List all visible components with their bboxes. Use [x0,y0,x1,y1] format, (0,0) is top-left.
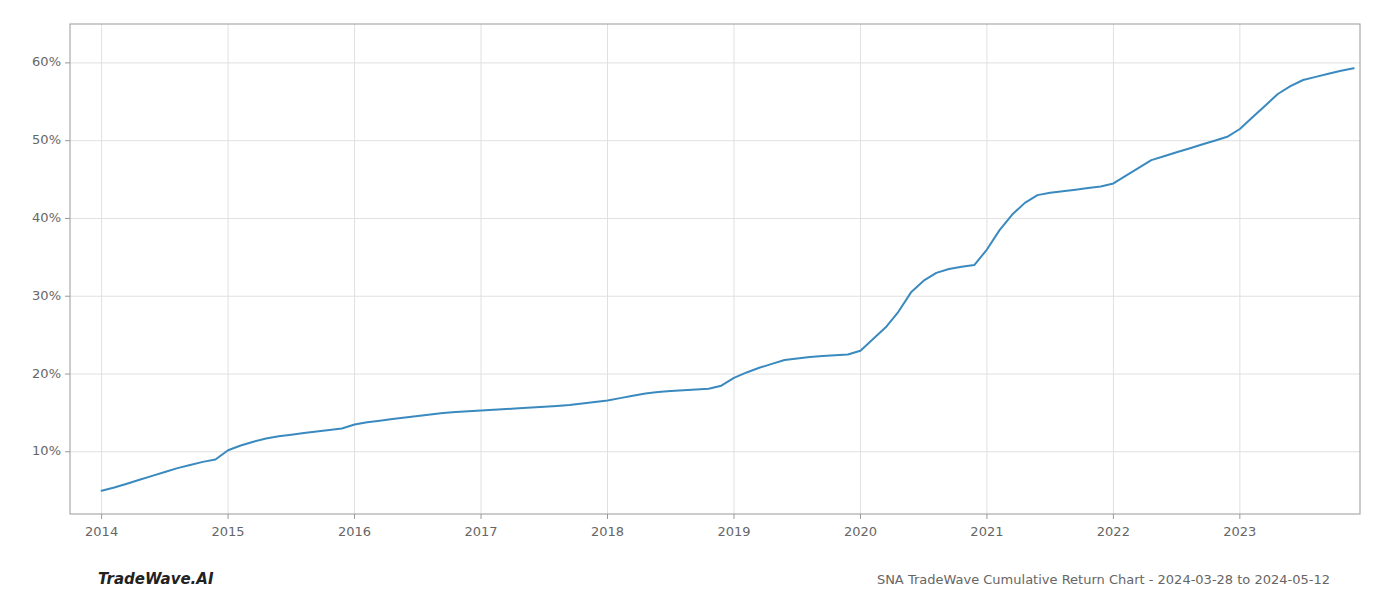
tick-mark [860,514,861,519]
tick-label: 20% [32,366,61,381]
chart: 10% 20% 30% 40% 50% 60% 2014 2015 2016 2017 2018 20… [0,0,1400,600]
grid [70,24,1360,514]
tick-mark [481,514,482,519]
grid-line [1113,24,1114,514]
tick-mark [1113,514,1114,519]
grid-line [70,62,1360,63]
grid-line [607,24,608,514]
tick-mark [65,451,70,452]
tick-label: 2022 [1097,524,1130,539]
tick-mark [1239,514,1240,519]
tick-mark [65,140,70,141]
tick-label: 2014 [85,524,118,539]
tick-mark [986,514,987,519]
tick-label: 2015 [212,524,245,539]
grid-line [860,24,861,514]
tick-label: 2020 [844,524,877,539]
tick-mark [65,296,70,297]
grid-line [70,218,1360,219]
tick-label: 2021 [970,524,1003,539]
tick-mark [65,62,70,63]
tick-mark [65,374,70,375]
footer-left: TradeWave.AI [98,570,214,588]
tick-label: 2023 [1223,524,1256,539]
tick-label: 2019 [717,524,750,539]
tick-label: 60% [32,54,61,69]
tick-label: 30% [32,288,61,303]
plot-frame [70,24,1360,514]
grid-line [101,24,102,514]
tick-label: 10% [32,443,61,458]
series [102,68,1354,490]
tick-label: 2016 [338,524,371,539]
tick-mark [354,514,355,519]
tick-label: 40% [32,210,61,225]
grid-line [733,24,734,514]
tick-label: 2017 [464,524,497,539]
grid-line [354,24,355,514]
tick-label: 2018 [591,524,624,539]
line [102,68,1354,490]
grid-line [70,451,1360,452]
axes: 10% 20% 30% 40% 50% 60% 2014 2015 2016 2017 2018 20… [32,24,1360,539]
grid-line [986,24,987,514]
tick-label: 50% [32,132,61,147]
grid-line [228,24,229,514]
grid-line [481,24,482,514]
tick-mark [733,514,734,519]
grid-line [1239,24,1240,514]
footer-right: SNA TradeWave Cumulative Return Chart - … [877,572,1330,587]
tick-mark [101,514,102,519]
grid-line [70,140,1360,141]
tick-mark [65,218,70,219]
grid-line [70,296,1360,297]
tick-mark [607,514,608,519]
tick-mark [228,514,229,519]
grid-line [70,374,1360,375]
